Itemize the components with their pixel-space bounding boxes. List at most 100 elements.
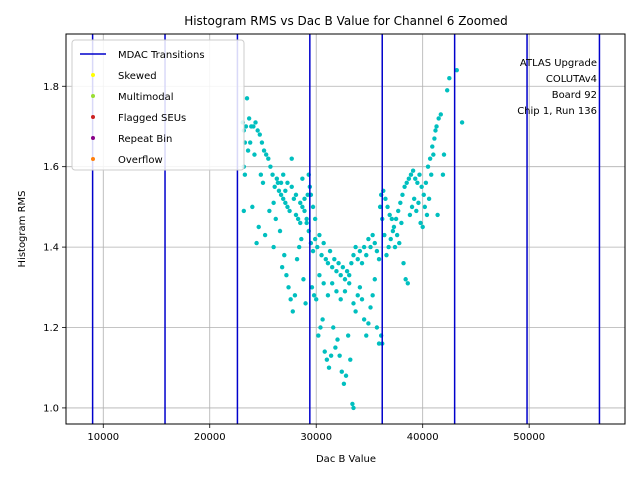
data-point (329, 264, 335, 270)
data-point (389, 216, 395, 222)
data-point (253, 120, 258, 125)
data-point (434, 124, 439, 129)
data-point (273, 216, 278, 222)
data-point (267, 208, 272, 214)
legend-label-repeat-bin: Repeat Bin (118, 134, 172, 145)
data-point (391, 224, 397, 230)
data-point (311, 293, 317, 298)
legend-swatch-flagged-seus (91, 115, 95, 119)
data-point (242, 172, 248, 177)
data-point (309, 285, 315, 290)
y-tick-label: 1.8 (43, 82, 59, 93)
data-point (256, 224, 261, 230)
data-point (376, 256, 382, 262)
data-point (399, 220, 404, 226)
data-point (390, 228, 396, 234)
annotation-line-3: Board 92 (552, 90, 597, 101)
y-axis-ticks: 1.0 1.2 1.4 1.6 1.8 (43, 82, 66, 414)
data-point (303, 301, 308, 306)
data-point (281, 196, 286, 202)
legend: MDAC Transitions Skewed Multimodal Flagg… (71, 39, 245, 171)
x-axis-label: Dac B Value (316, 454, 376, 465)
data-point (250, 204, 255, 210)
data-point (386, 244, 391, 250)
data-point (252, 152, 257, 157)
data-point (339, 369, 344, 374)
y-tick-label: 1.2 (43, 323, 59, 334)
data-point (244, 96, 250, 101)
plot-frame (65, 33, 626, 425)
data-point (317, 232, 322, 238)
data-point (287, 208, 292, 214)
data-point (302, 208, 307, 214)
data-point (325, 260, 331, 266)
data-point (328, 353, 334, 358)
data-point (335, 337, 340, 342)
data-point (350, 401, 355, 407)
data-point (294, 256, 300, 262)
data-point (364, 252, 369, 258)
data-point (398, 200, 403, 206)
data-point (315, 244, 320, 250)
data-point (393, 216, 399, 222)
data-point (271, 200, 276, 206)
data-point (401, 260, 406, 266)
legend-swatch-skewed (91, 73, 95, 77)
data-point (292, 293, 298, 298)
data-point (341, 381, 347, 386)
data-point (343, 373, 349, 378)
data-point (321, 281, 326, 286)
data-point (383, 196, 388, 202)
data-point (353, 244, 358, 250)
legend-label-skewed: Skewed (118, 71, 157, 82)
data-point (387, 212, 392, 218)
data-point (361, 244, 367, 250)
data-point (321, 240, 326, 246)
x-axis-ticks: 10000 20000 30000 40000 50000 (87, 424, 545, 443)
data-point (353, 309, 358, 314)
data-point (430, 144, 435, 149)
data-point (254, 240, 259, 246)
data-point (438, 112, 443, 117)
legend-label-flagged-seus: Flagged SEUs (118, 113, 186, 124)
data-point (332, 256, 337, 262)
data-point (377, 204, 383, 210)
legend-swatch-multimodal (91, 94, 95, 98)
data-point (338, 273, 343, 278)
y-tick-label: 1.0 (43, 403, 59, 414)
data-point (260, 180, 266, 185)
data-point (300, 176, 305, 181)
data-point (364, 333, 369, 338)
data-point (283, 200, 288, 206)
data-point (337, 353, 342, 358)
data-point (402, 184, 407, 189)
data-point (258, 172, 264, 177)
data-point (336, 260, 341, 266)
x-tick-label: 10000 (87, 432, 119, 443)
data-point (361, 317, 367, 322)
data-point (407, 212, 413, 218)
data-point (372, 277, 377, 282)
data-point (277, 228, 283, 234)
data-point (355, 293, 360, 298)
data-point (351, 301, 356, 306)
data-point (388, 236, 393, 242)
data-point (359, 260, 365, 266)
data-point (281, 172, 286, 177)
data-point (366, 236, 371, 242)
y-tick-label: 1.6 (43, 162, 59, 173)
data-point (384, 252, 389, 258)
data-point (282, 252, 287, 258)
data-point (246, 116, 252, 121)
data-point (245, 148, 251, 153)
data-point (419, 184, 424, 189)
data-point (241, 208, 247, 214)
data-point (368, 305, 373, 310)
data-point (417, 172, 422, 177)
data-point (329, 281, 335, 286)
data-point (310, 248, 316, 254)
data-point (347, 273, 352, 278)
data-point (355, 256, 360, 262)
data-point (268, 164, 273, 169)
data-point (410, 168, 416, 173)
